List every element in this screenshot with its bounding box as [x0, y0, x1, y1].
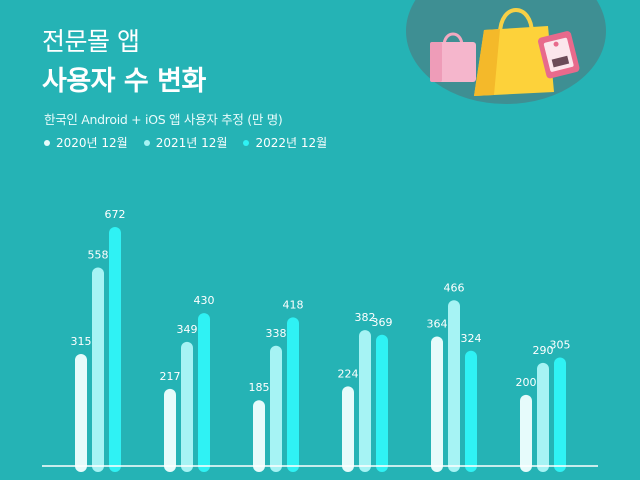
bar-label-s2-c2: 418 — [283, 298, 304, 311]
bar-s0-c5 — [520, 394, 532, 472]
bar-s2-c4 — [465, 350, 477, 472]
bar-label-s2-c4: 324 — [461, 332, 482, 345]
legend-item-2021: 2021년 12월 — [143, 134, 228, 151]
bar-label-s1-c3: 382 — [355, 311, 376, 324]
bar-s1-c4 — [448, 300, 460, 472]
legend: 2020년 12월 2021년 12월 2022년 12월 — [44, 134, 327, 151]
bar-s2-c2 — [287, 317, 299, 472]
bar-label-s1-c4: 466 — [444, 281, 465, 294]
bar-s0-c0 — [75, 353, 87, 472]
bar-label-s0-c0: 315 — [71, 335, 92, 348]
pink-bag-side — [430, 42, 442, 82]
price-tag-icon — [538, 31, 580, 79]
legend-dot-2020 — [44, 139, 50, 146]
bar-s1-c5 — [537, 362, 549, 472]
legend-label-2020: 2020년 12월 — [56, 136, 128, 150]
legend-label-2021: 2021년 12월 — [155, 136, 228, 150]
bar-s0-c4 — [431, 336, 443, 472]
bar-label-s1-c0: 558 — [88, 249, 109, 262]
bar-label-s0-c5: 200 — [516, 376, 537, 389]
bar-s0-c1 — [164, 388, 176, 472]
bar-s1-c1 — [181, 341, 193, 472]
bar-s2-c0 — [109, 227, 121, 472]
barcode — [551, 55, 570, 68]
bar-s0-c2 — [253, 400, 265, 472]
bar-s1-c3 — [359, 330, 371, 472]
bar-label-s0-c1: 217 — [160, 370, 181, 383]
bar-label-s1-c2: 338 — [266, 327, 287, 340]
bar-s0-c3 — [342, 386, 354, 472]
bar-label-s0-c3: 224 — [338, 367, 359, 380]
legend-dot-2021 — [143, 139, 150, 146]
legend-item-2020: 2020년 12월 — [44, 134, 128, 151]
chart-subtitle: 한국인 Android + iOS 앱 사용자 추정 (만 명) — [44, 112, 283, 127]
bar-s2-c3 — [376, 334, 388, 472]
bar-s1-c2 — [270, 345, 282, 472]
bar-label-s2-c5: 305 — [550, 339, 571, 352]
yellow-bag-shade — [474, 29, 500, 96]
bar-label-s2-c1: 430 — [194, 294, 215, 307]
bars-group: 315 217 185 224 364 200 558 349 338 382 466 290 672 4… — [71, 208, 571, 472]
legend-item-2022: 2022년 12월 — [243, 134, 327, 151]
chart-title-line2: 사용자 수 변화 — [42, 66, 206, 97]
bar-label-s0-c2: 185 — [249, 381, 270, 394]
bar-label-s2-c3: 369 — [372, 316, 393, 329]
yellow-bag-handle — [498, 8, 534, 35]
chart-title-line1: 전문몰 앱 — [42, 27, 140, 56]
bar-label-s1-c1: 349 — [177, 323, 198, 336]
bar-s2-c1 — [198, 313, 210, 472]
tag-hole — [553, 41, 559, 47]
shopping-bags-icon — [430, 8, 580, 96]
legend-label-2022: 2022년 12월 — [255, 136, 328, 150]
bar-label-s2-c0: 672 — [105, 208, 126, 221]
bar-s2-c5 — [554, 357, 566, 472]
bar-s1-c0 — [92, 267, 104, 472]
bar-label-s0-c4: 364 — [427, 318, 448, 331]
legend-dot-2022 — [243, 139, 250, 146]
bar-label-s1-c5: 290 — [533, 344, 554, 357]
